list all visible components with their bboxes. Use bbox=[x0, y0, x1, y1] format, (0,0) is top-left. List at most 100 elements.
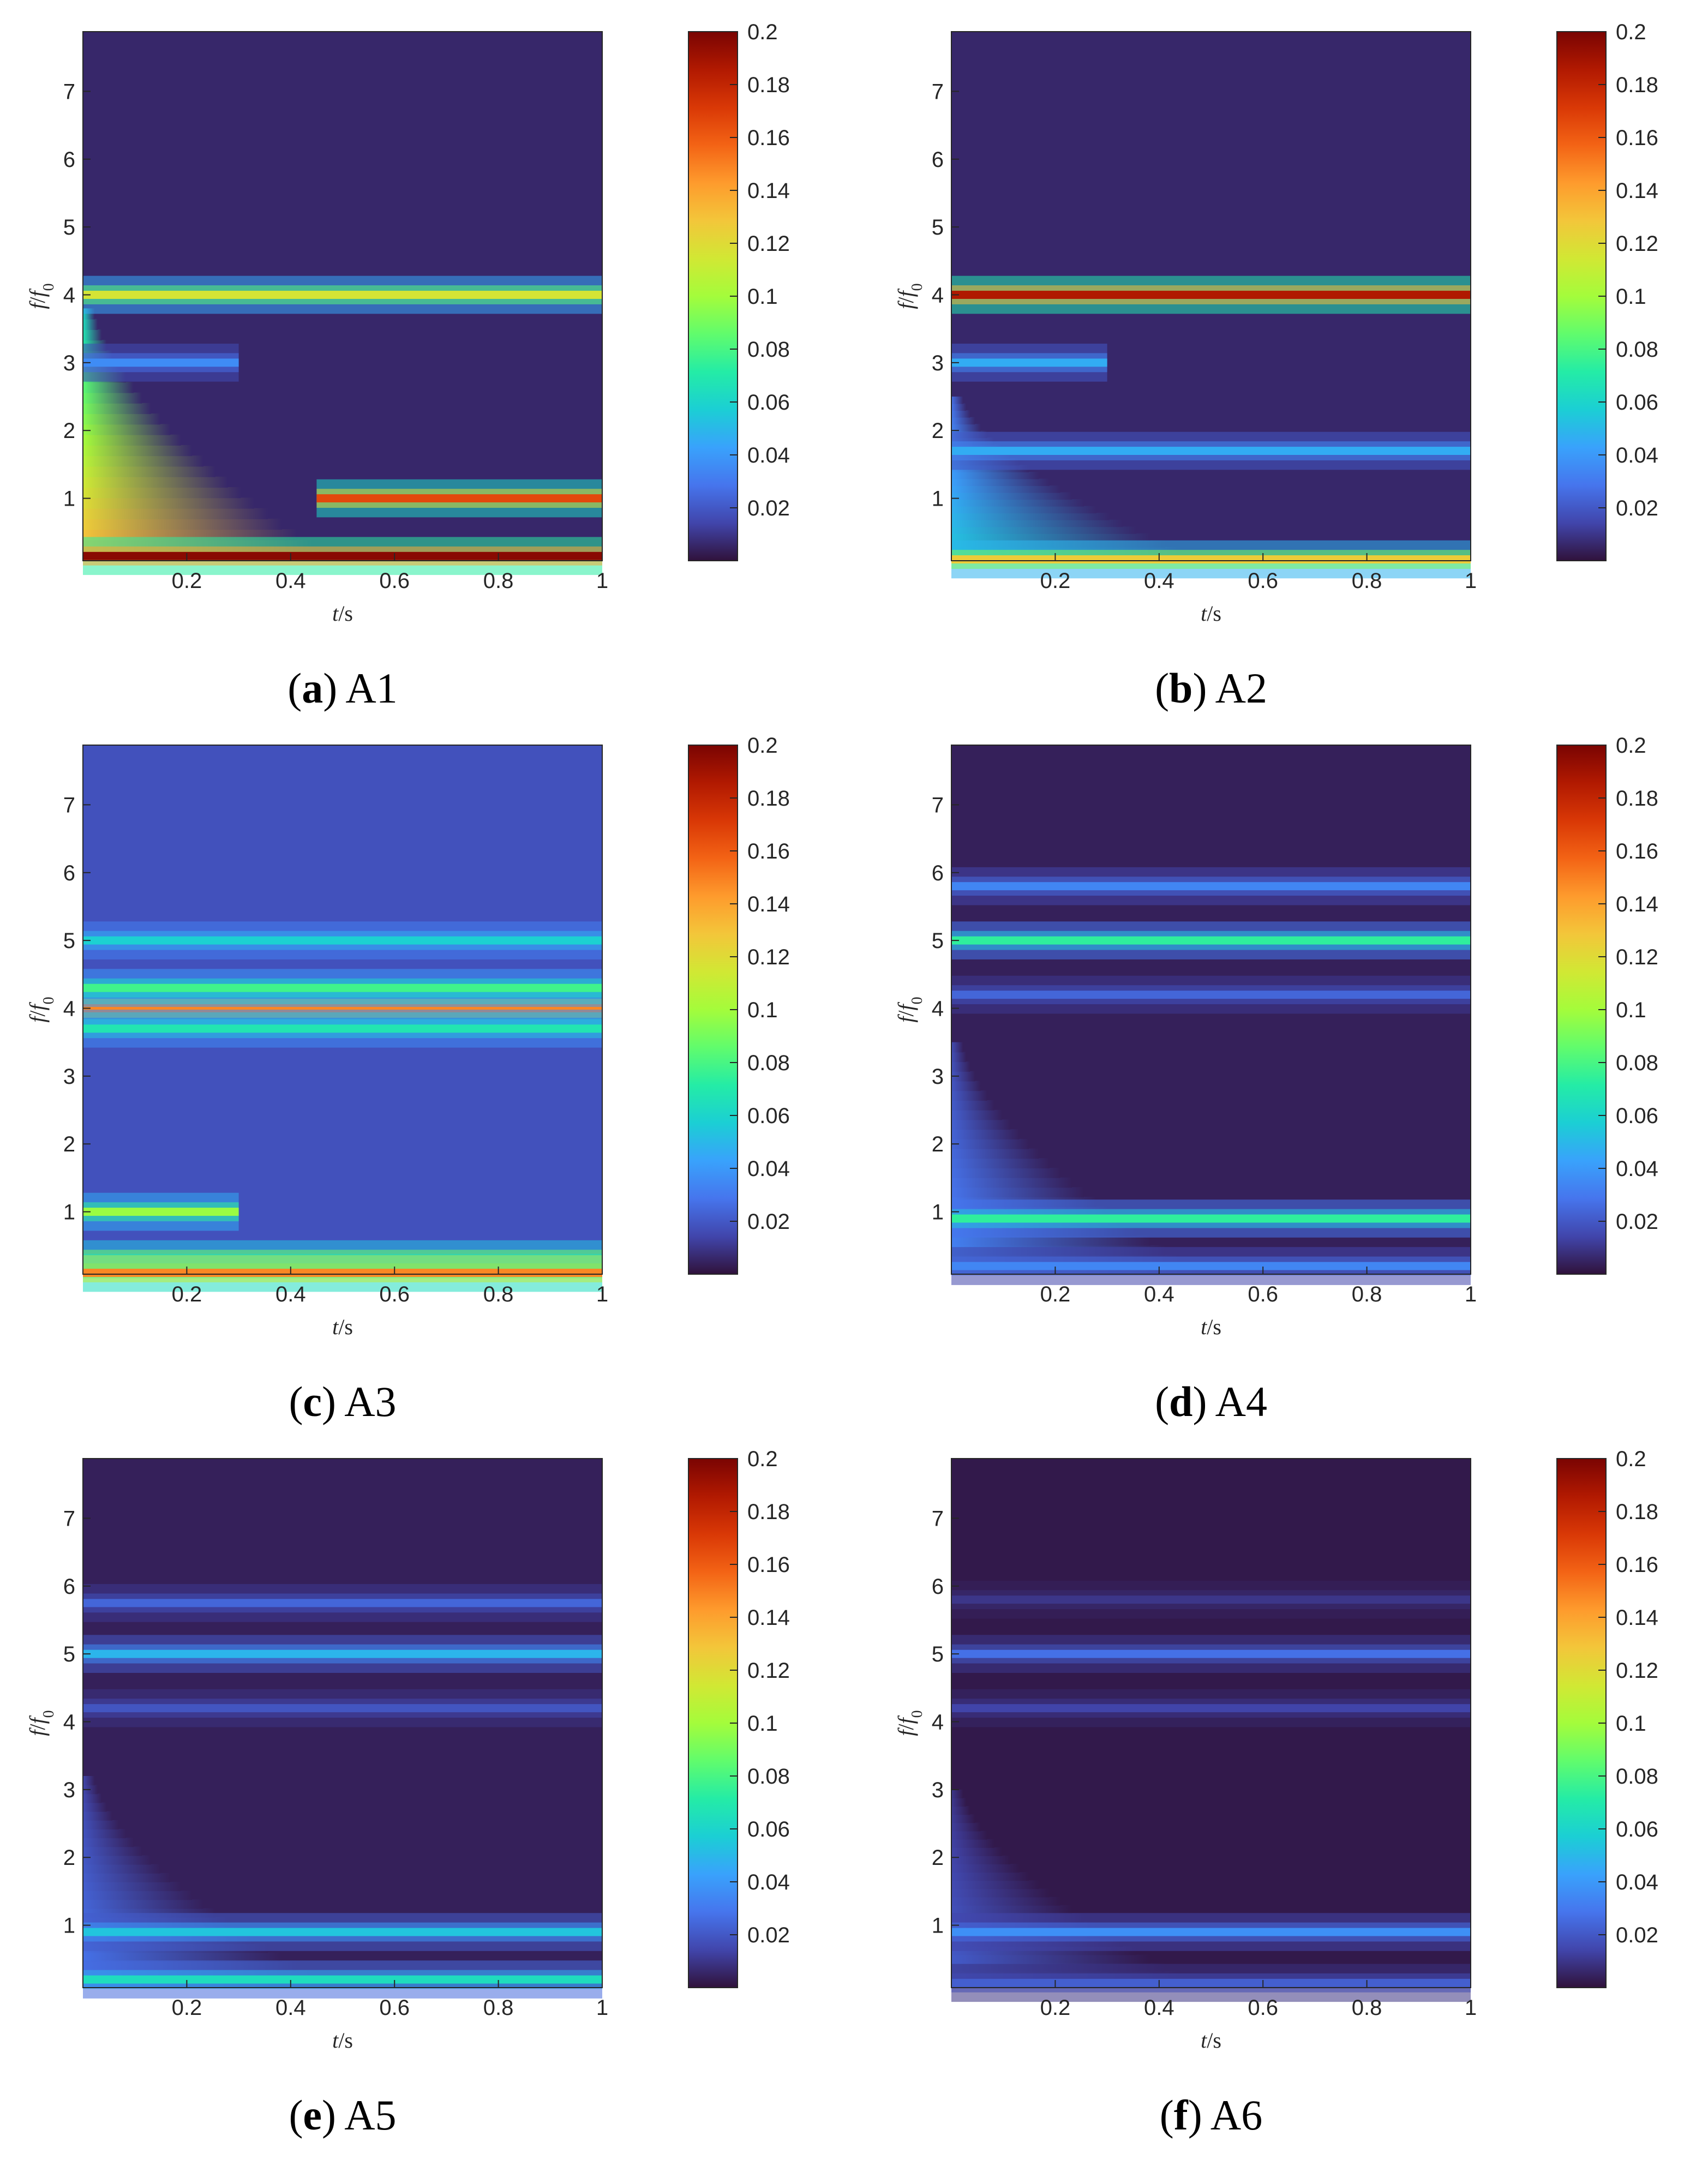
transient-strip bbox=[83, 1873, 171, 1882]
colorbar-tick-label: 0.04 bbox=[1616, 443, 1658, 467]
band-A5-2 bbox=[83, 1689, 602, 1727]
colorbar-tick-label: 0.16 bbox=[747, 126, 790, 150]
x-axis-label: t/s bbox=[332, 2028, 353, 2053]
colorbar-tick-label: 0.16 bbox=[747, 1553, 790, 1577]
colorbar-tick-label: 0.06 bbox=[747, 1817, 790, 1841]
transient-strip bbox=[951, 1129, 1020, 1139]
colorbar-tick-label: 0.1 bbox=[1616, 285, 1646, 309]
y-tick-label: 5 bbox=[932, 929, 944, 953]
transient-strip bbox=[951, 1158, 1050, 1169]
y-tick-label: 5 bbox=[63, 215, 75, 239]
y-tick-label: 6 bbox=[63, 148, 75, 172]
transient-strip bbox=[951, 485, 1060, 493]
y-tick-label: 3 bbox=[63, 351, 75, 375]
y-tick-label: 1 bbox=[63, 487, 75, 511]
y-tick-label: 2 bbox=[63, 1846, 75, 1870]
colorbar-tick-label: 0.04 bbox=[1616, 1870, 1658, 1894]
band-A4-3 bbox=[951, 1199, 1471, 1238]
transient-strip bbox=[951, 1071, 975, 1082]
y-tick-label: 1 bbox=[932, 1201, 944, 1225]
transient-strip bbox=[951, 1864, 1020, 1873]
band-layer bbox=[83, 551, 602, 560]
transient-strip bbox=[951, 1052, 967, 1063]
band-A4-0 bbox=[951, 921, 1471, 959]
colorbar-tick-label: 0.18 bbox=[1616, 787, 1658, 811]
band-A1-2 bbox=[83, 344, 239, 382]
colorbar-tick-label: 0.04 bbox=[747, 1870, 790, 1894]
transient-strip bbox=[83, 1793, 102, 1803]
y-tick-label: 5 bbox=[932, 1642, 944, 1666]
transient-strip bbox=[951, 1872, 1029, 1881]
colorbar bbox=[1556, 31, 1607, 561]
band-layer bbox=[83, 1599, 602, 1607]
y-tick-label: 2 bbox=[63, 419, 75, 443]
transient-strip bbox=[951, 1235, 1151, 1246]
band-layer bbox=[951, 1595, 1471, 1604]
y-tick-label: 7 bbox=[932, 793, 944, 817]
transient-strip bbox=[951, 478, 1050, 487]
x-tick-label: 0.2 bbox=[172, 1282, 202, 1306]
panel-A2: 0.2 0.4 0.6 0.8 1 1 2 3 4 5 6 7 t/s f/f0 0.02 0.04 0.06 0… bbox=[894, 20, 1658, 712]
panel-A1: 0.2 0.4 0.6 0.8 1 1 2 3 4 5 6 7 t/s f/f0 0.02 0.04 0.06 0… bbox=[25, 20, 790, 712]
x-tick-label: 0.6 bbox=[379, 569, 410, 593]
y-tick-label: 4 bbox=[932, 1711, 944, 1735]
colorbar-tick-label: 0.04 bbox=[747, 443, 790, 467]
colorbar-tick-label: 0.18 bbox=[747, 1500, 790, 1524]
band-layer bbox=[951, 1704, 1471, 1713]
band-A1-3 bbox=[83, 537, 602, 575]
x-tick-label: 0.8 bbox=[1352, 1282, 1382, 1306]
band-layer bbox=[951, 291, 1471, 299]
colorbar-tick-label: 0.14 bbox=[1616, 179, 1658, 203]
x-tick-label: 0.4 bbox=[1144, 569, 1174, 593]
panel-A6: 0.2 0.4 0.6 0.8 1 1 2 3 4 5 6 7 t/s f/f0 0.02 0.04 0.06 0… bbox=[894, 1447, 1658, 2139]
x-tick-label: 1 bbox=[596, 1996, 608, 2020]
y-tick-label: 6 bbox=[932, 861, 944, 885]
x-axis-label: t/s bbox=[1201, 1315, 1221, 1339]
colorbar-tick-label: 0.02 bbox=[1616, 1210, 1658, 1234]
colorbar-tick-label: 0.14 bbox=[1616, 892, 1658, 916]
x-tick-label: 1 bbox=[596, 569, 608, 593]
transient-strip bbox=[951, 1822, 981, 1832]
band-A2-2 bbox=[951, 431, 1471, 470]
band-layer bbox=[951, 1928, 1471, 1936]
band-layer bbox=[951, 1978, 1471, 1987]
x-tick-label: 0.6 bbox=[1248, 1282, 1278, 1306]
transient-strip bbox=[951, 519, 1123, 527]
transient-strip bbox=[951, 1090, 987, 1101]
y-tick-label: 7 bbox=[932, 1507, 944, 1531]
plot-area bbox=[951, 31, 1471, 561]
transient-strip bbox=[83, 1855, 151, 1865]
colorbar-tick-label: 0.16 bbox=[1616, 126, 1658, 150]
transient-strip bbox=[951, 1081, 981, 1091]
x-tick-label: 0.6 bbox=[379, 1996, 410, 2020]
colorbar-tick-label: 0.08 bbox=[747, 1051, 790, 1075]
transient-strip bbox=[951, 526, 1137, 534]
colorbar-tick-label: 0.1 bbox=[1616, 998, 1646, 1022]
y-tick-label: 7 bbox=[63, 80, 75, 104]
panel-A5: 0.2 0.4 0.6 0.8 1 1 2 3 4 5 6 7 t/s f/f0 0.02 0.04 0.06 0… bbox=[25, 1447, 790, 2139]
band-A1-1 bbox=[316, 479, 602, 518]
colorbar-tick-label: 0.06 bbox=[1616, 1817, 1658, 1841]
transient-strip bbox=[83, 445, 192, 457]
panel-caption: (e) A5 bbox=[289, 2091, 396, 2139]
x-tick-label: 0.8 bbox=[483, 1282, 514, 1306]
transient-strip bbox=[83, 476, 228, 488]
colorbar-tick-label: 0.14 bbox=[747, 179, 790, 203]
colorbar-tick-label: 0.02 bbox=[747, 496, 790, 520]
band-layer bbox=[951, 1262, 1471, 1270]
y-axis-label: f/f0 bbox=[894, 283, 926, 309]
colorbar-tick-label: 0.12 bbox=[747, 945, 790, 969]
transient-strip bbox=[83, 1864, 160, 1874]
transient-strip bbox=[83, 1776, 95, 1786]
x-tick-label: 0.4 bbox=[1144, 1996, 1174, 2020]
colorbar-tick-label: 0.1 bbox=[1616, 1712, 1646, 1736]
band-A6-4 bbox=[951, 1964, 1471, 2002]
transient-strip bbox=[83, 1802, 107, 1812]
x-axis-label: t/s bbox=[1201, 601, 1221, 626]
band-layer bbox=[951, 882, 1471, 891]
transient-strip bbox=[951, 1109, 1002, 1120]
colorbar bbox=[1556, 745, 1607, 1275]
band-A4-4 bbox=[951, 1247, 1471, 1285]
x-tick-label: 1 bbox=[1465, 1282, 1477, 1306]
transient-strip bbox=[951, 1168, 1060, 1178]
